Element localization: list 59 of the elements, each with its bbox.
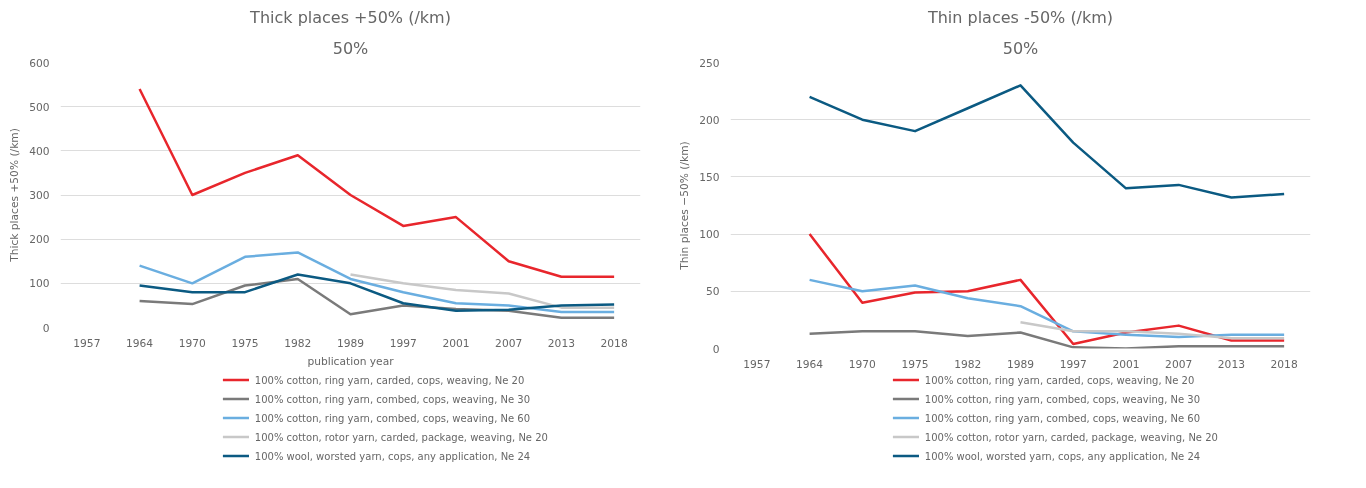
legend-label: 100% cotton, ring yarn, combed, cops, weaving, Ne 60 bbox=[924, 412, 1201, 424]
y-tick-label: 200 bbox=[29, 233, 50, 247]
x-tick-label: 1997 bbox=[1059, 357, 1087, 371]
line-series bbox=[138, 273, 616, 312]
legend-label: 100% cotton, rotor yarn, carded, package, weaving, Ne 20 bbox=[924, 431, 1218, 443]
x-tick-label: 1975 bbox=[901, 357, 929, 371]
line-series bbox=[1019, 320, 1286, 340]
y-tick-label: 100 bbox=[29, 277, 50, 291]
x-tick-label: 1997 bbox=[389, 336, 417, 350]
y-tick-label: 400 bbox=[29, 144, 50, 158]
x-tick-label: 1989 bbox=[1006, 357, 1035, 371]
x-tick-label: 2007 bbox=[1165, 357, 1193, 371]
legend-label: 100% cotton, ring yarn, combed, cops, weaving, Ne 30 bbox=[924, 393, 1201, 405]
x-tick-label: 1957 bbox=[73, 336, 101, 350]
y-tick-label: 100 bbox=[699, 228, 720, 242]
line-series bbox=[808, 330, 1286, 349]
y-tick-label: 0 bbox=[42, 321, 50, 335]
y-tick-label: 50 bbox=[705, 285, 720, 299]
x-tick-label: 1957 bbox=[743, 357, 771, 371]
x-tick-label: 1989 bbox=[336, 336, 365, 350]
x-tick-label: 2001 bbox=[1112, 357, 1140, 371]
x-tick-label: 2018 bbox=[1270, 357, 1298, 371]
y-tick-label: 600 bbox=[29, 56, 50, 70]
x-tick-label: 1970 bbox=[848, 357, 877, 371]
chart-title: Thin places -50% (/km) bbox=[926, 7, 1114, 27]
x-tick-label: 1982 bbox=[954, 357, 982, 371]
legend-label: 100% cotton, ring yarn, combed, cops, weaving, Ne 30 bbox=[254, 393, 531, 405]
legend-label: 100% cotton, ring yarn, combed, cops, weaving, Ne 60 bbox=[254, 412, 531, 424]
x-tick-label: 1982 bbox=[284, 336, 312, 350]
y-tick-label: 0 bbox=[712, 342, 720, 356]
line-series bbox=[808, 84, 1286, 199]
chart-title: Thick places +50% (/km) bbox=[249, 7, 451, 27]
line-series bbox=[349, 273, 616, 309]
legend-label: 100% wool, worsted yarn, cops, any application, Ne 24 bbox=[254, 450, 531, 462]
y-tick-label: 250 bbox=[699, 56, 720, 70]
x-tick-label: 1964 bbox=[796, 357, 824, 371]
chart-subtitle: 50% bbox=[1002, 38, 1039, 58]
x-tick-label: 2001 bbox=[442, 336, 470, 350]
y-tick-label: 300 bbox=[29, 189, 50, 202]
x-tick-label: 2007 bbox=[495, 336, 523, 350]
x-tick-label: 1970 bbox=[178, 336, 207, 350]
legend-label: 100% wool, worsted yarn, cops, any application, Ne 24 bbox=[924, 450, 1201, 462]
x-axis-title: publication year bbox=[307, 354, 395, 368]
legend-label: 100% cotton, ring yarn, carded, cops, weaving, Ne 20 bbox=[924, 374, 1195, 386]
y-axis-title: Thick places +50% (/km) bbox=[8, 128, 22, 263]
y-tick-label: 150 bbox=[699, 170, 720, 184]
x-tick-label: 1975 bbox=[231, 336, 259, 350]
chart-subtitle: 50% bbox=[332, 38, 369, 58]
legend-label: 100% cotton, rotor yarn, carded, package, weaving, Ne 20 bbox=[254, 431, 548, 443]
line-series bbox=[138, 87, 616, 278]
legend-label: 100% cotton, ring yarn, carded, cops, weaving, Ne 20 bbox=[254, 374, 525, 386]
y-tick-label: 500 bbox=[29, 100, 50, 114]
y-axis-title: Thin places −50% (/km) bbox=[678, 141, 692, 271]
line-series bbox=[138, 251, 616, 314]
y-tick-label: 200 bbox=[699, 113, 720, 127]
x-tick-label: 2013 bbox=[1217, 357, 1245, 371]
x-tick-label: 2018 bbox=[600, 336, 628, 350]
x-tick-label: 2013 bbox=[547, 336, 575, 350]
x-tick-label: 1964 bbox=[126, 336, 154, 350]
